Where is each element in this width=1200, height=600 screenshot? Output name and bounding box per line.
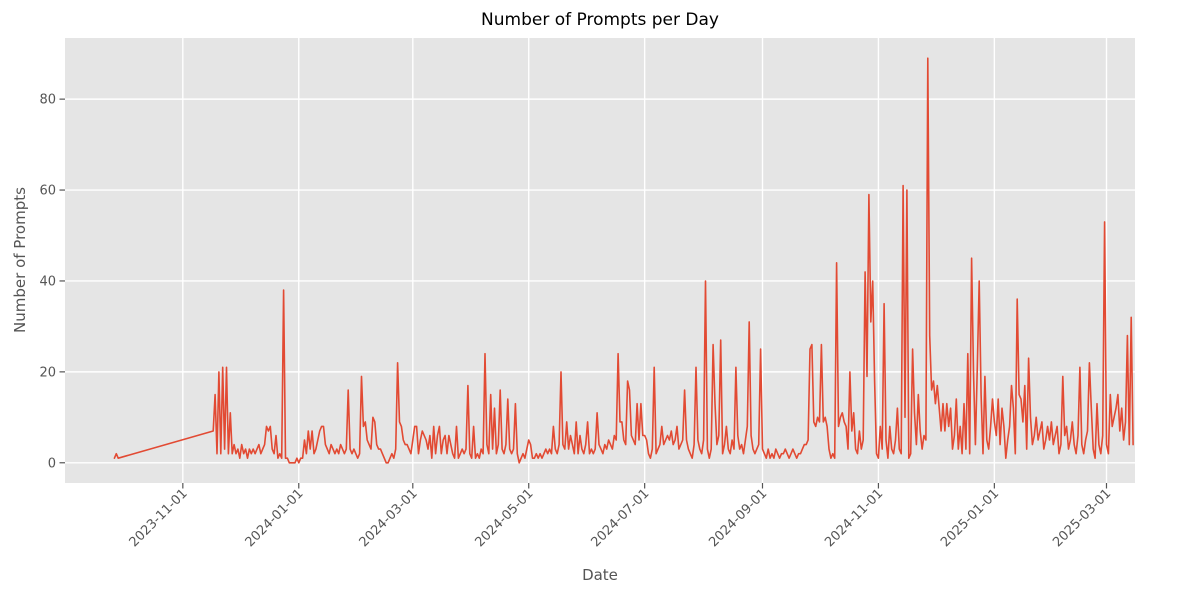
x-tick-label: 2024-09-01 — [706, 486, 770, 550]
y-tick-label: 40 — [39, 274, 56, 289]
x-axis-label: Date — [582, 566, 618, 584]
y-tick-label: 20 — [39, 365, 56, 380]
x-tick-label: 2024-03-01 — [357, 486, 421, 550]
x-tick-label: 2024-05-01 — [473, 486, 537, 550]
x-tick-label: 2025-03-01 — [1050, 486, 1114, 550]
x-tick-label: 2024-11-01 — [822, 486, 886, 550]
data-line-prompts-per-day — [113, 57, 1134, 464]
x-tick-label: 2025-01-01 — [938, 486, 1002, 550]
x-tick-label: 2023-11-01 — [127, 486, 191, 550]
y-tick-label: 80 — [39, 93, 56, 108]
x-tick-label: 2024-01-01 — [243, 486, 307, 550]
y-tick-label: 0 — [48, 456, 56, 471]
x-tick-label: 2024-07-01 — [588, 486, 652, 550]
y-axis-label: Number of Prompts — [11, 187, 29, 333]
chart-title: Number of Prompts per Day — [481, 10, 719, 30]
y-tick-label: 60 — [39, 184, 56, 199]
